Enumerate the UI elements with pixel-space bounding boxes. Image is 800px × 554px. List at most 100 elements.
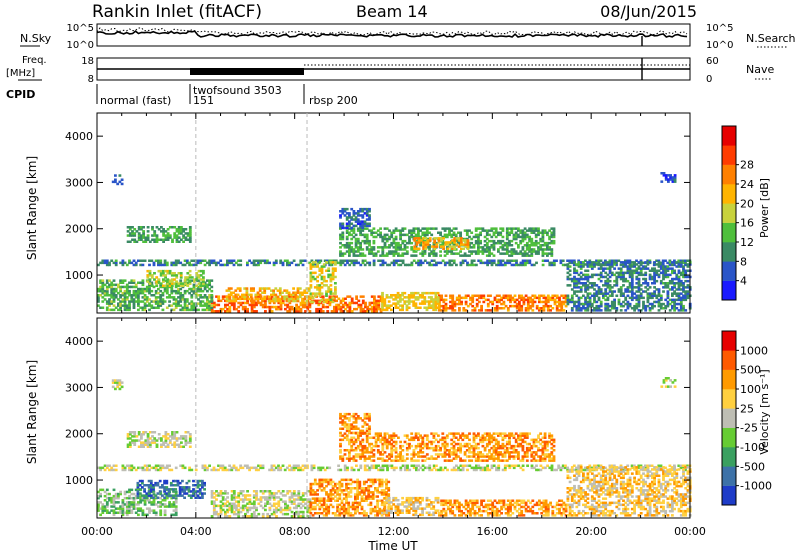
power-cell <box>437 237 441 240</box>
velocity-cell <box>358 503 362 507</box>
power-cell <box>414 250 418 253</box>
power-cell <box>177 230 181 233</box>
power-cell <box>392 263 396 267</box>
power-cell <box>608 288 612 291</box>
power-cell <box>610 302 614 306</box>
power-cell <box>381 254 385 257</box>
velocity-cell <box>480 509 483 513</box>
velocity-cell <box>325 512 328 515</box>
power-cell <box>584 263 587 266</box>
power-cell <box>152 261 156 265</box>
power-cell <box>182 228 185 231</box>
power-cell <box>365 207 369 211</box>
power-cell <box>326 259 329 262</box>
power-cell <box>485 237 489 241</box>
power-cell <box>105 287 109 291</box>
power-cell <box>651 269 654 272</box>
velocity-cell <box>237 500 241 503</box>
velocity-cell <box>438 514 441 517</box>
power-cell <box>270 299 273 303</box>
power-cell <box>185 261 189 265</box>
power-cell <box>372 252 376 255</box>
power-cell <box>464 302 468 306</box>
power-cell <box>613 302 616 306</box>
power-cell <box>128 304 131 307</box>
power-cell <box>619 273 623 277</box>
power-cell <box>188 269 192 273</box>
power-cell <box>117 285 120 289</box>
power-cell <box>179 308 183 312</box>
power-cell <box>339 261 343 265</box>
power-cell <box>595 290 599 293</box>
power-cell <box>130 294 134 297</box>
velocity-cell <box>421 496 424 500</box>
power-cell <box>343 259 347 262</box>
velocity-cell <box>299 510 303 514</box>
power-cell <box>682 294 685 297</box>
power-cell <box>139 259 143 262</box>
power-cell <box>539 237 543 241</box>
power-cell <box>355 307 358 311</box>
power-cell <box>350 229 354 232</box>
power-cell <box>348 310 352 313</box>
power-cell <box>99 281 102 284</box>
velocity-cell <box>288 506 292 510</box>
power-cell <box>577 277 581 281</box>
power-cell <box>385 246 389 249</box>
velocity-cell <box>354 499 357 502</box>
velocity-cell <box>401 501 404 504</box>
power-cell <box>500 296 503 300</box>
power-cell <box>637 309 641 312</box>
power-cell <box>101 296 105 299</box>
power-cell <box>666 292 670 295</box>
power-cell <box>464 296 468 300</box>
power-cell <box>337 303 341 307</box>
power-cell <box>315 310 318 313</box>
power-cell <box>361 216 365 219</box>
velocity-cell <box>311 482 315 486</box>
power-cell <box>345 207 349 211</box>
power-cell <box>99 294 102 297</box>
power-cell <box>617 290 621 293</box>
velocity-cell <box>277 504 281 508</box>
power-cell <box>264 305 267 309</box>
power-cell <box>662 267 665 270</box>
velocity-cell <box>230 510 234 514</box>
velocity-cell <box>237 512 241 516</box>
power-cell <box>630 273 634 277</box>
power-cell <box>354 220 358 223</box>
power-cell <box>648 259 652 262</box>
velocity-cell <box>458 507 461 511</box>
power-cell <box>334 288 337 291</box>
velocity-cell <box>322 487 326 490</box>
velocity-cell <box>351 487 355 490</box>
power-cell <box>686 294 690 297</box>
velocity-cell <box>416 505 420 508</box>
power-cell <box>486 309 490 312</box>
power-cell <box>588 292 592 295</box>
power-cell <box>202 282 205 285</box>
power-cell <box>532 229 536 232</box>
power-cell <box>227 287 231 290</box>
velocity-cell <box>398 511 402 514</box>
power-cell <box>435 243 439 246</box>
power-cell <box>431 245 434 248</box>
velocity-cell <box>217 492 221 495</box>
velocity-cell <box>427 511 431 514</box>
power-cell <box>101 287 105 291</box>
power-cell <box>593 261 596 264</box>
velocity-cell <box>526 505 530 509</box>
power-cell <box>219 259 223 262</box>
power-cell <box>184 276 187 279</box>
power-cell <box>422 245 425 248</box>
power-cell <box>286 305 290 309</box>
power-cell <box>610 261 614 264</box>
power-cell <box>635 298 639 302</box>
power-cell <box>314 259 318 262</box>
power-cell <box>180 230 183 233</box>
power-cell <box>412 227 416 230</box>
power-cell <box>119 281 122 284</box>
velocity-cell <box>237 515 241 518</box>
power-cell <box>320 265 324 268</box>
power-cell <box>514 235 518 239</box>
